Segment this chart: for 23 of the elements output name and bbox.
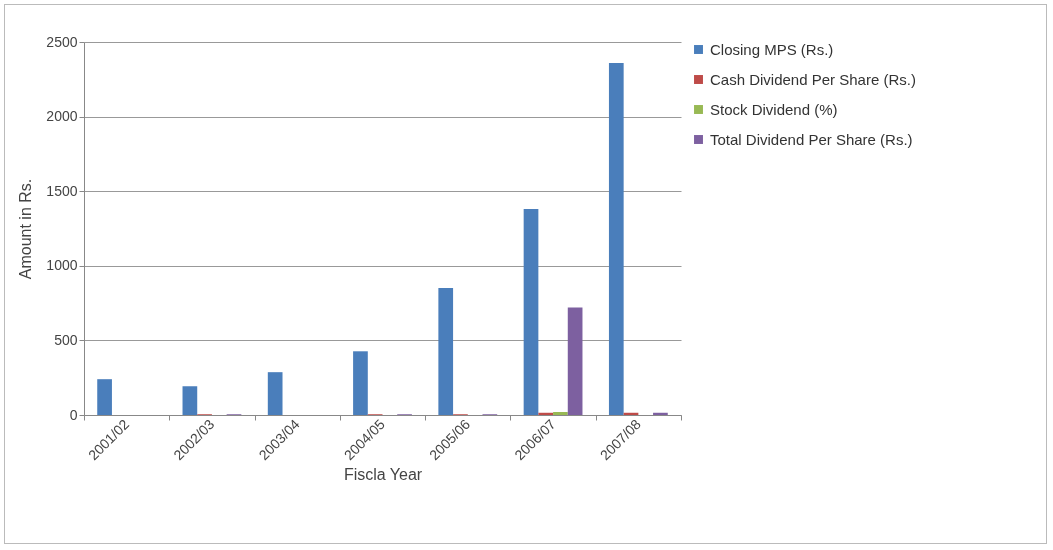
y-tick-label: 2500: [46, 33, 78, 50]
bar: [538, 412, 554, 415]
bar: [353, 351, 368, 415]
bar: [608, 62, 624, 415]
legend-label: Closing MPS (Rs.): [710, 40, 834, 58]
bar: [567, 307, 583, 415]
bar: [182, 386, 198, 415]
x-axis-title: Fiscla Year: [343, 466, 423, 484]
y-tick-label: 1000: [46, 257, 78, 274]
y-tick-label: 1500: [46, 182, 78, 199]
legend-label: Cash Dividend Per Share (Rs.): [710, 70, 916, 88]
y-tick-label: 0: [69, 406, 78, 423]
legend-label: Stock Dividend (%): [710, 100, 838, 118]
bar: [97, 379, 112, 415]
y-axis-title: Amount in Rs.: [17, 178, 35, 280]
legend-label: Total Dividend Per Share (Rs.): [710, 130, 913, 148]
bar: [267, 372, 283, 415]
bar: [553, 412, 568, 415]
bar: [653, 412, 668, 415]
y-tick-label: 2000: [46, 108, 78, 125]
bar: [438, 288, 454, 415]
bar: [523, 209, 539, 415]
y-tick-label: 500: [54, 331, 78, 348]
